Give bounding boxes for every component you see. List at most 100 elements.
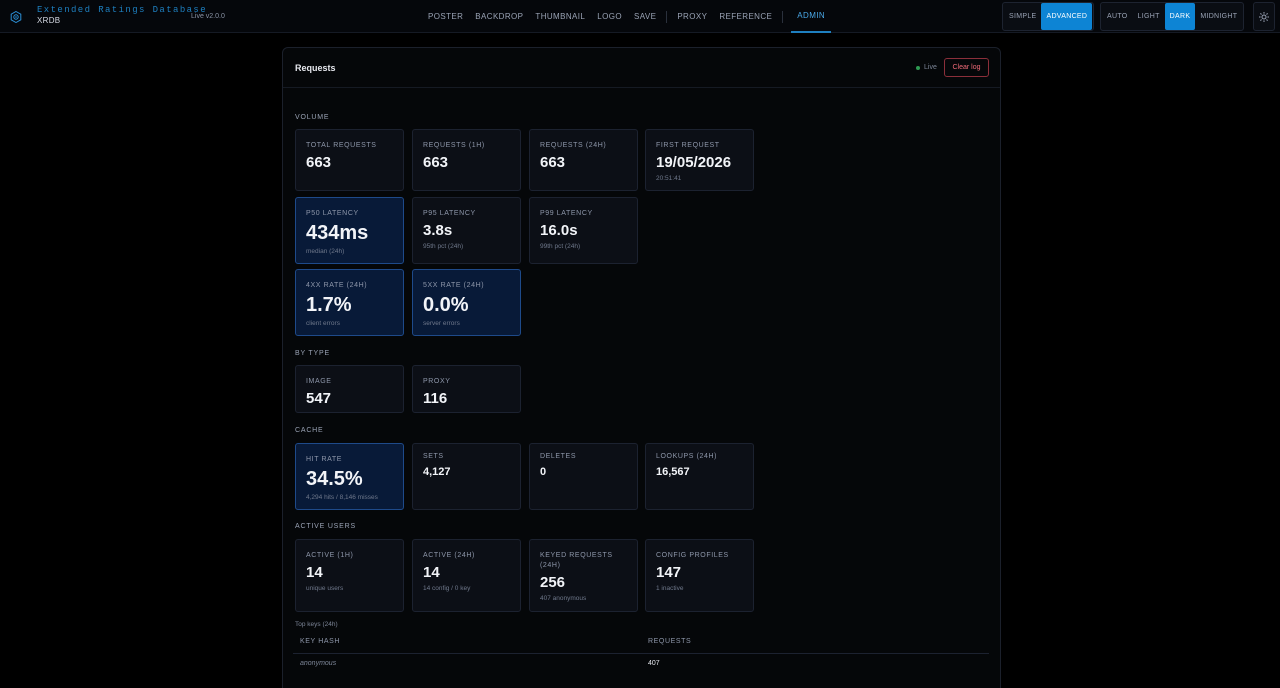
theme-auto-button[interactable]: AUTO: [1107, 13, 1128, 20]
stat-label: CONFIG PROFILES: [656, 552, 729, 559]
stat-sub: median (24h): [306, 248, 345, 255]
stat-card-first-request: FIRST REQUEST 19/05/2026 20:51:41: [645, 129, 754, 191]
stat-card-p99-latency: P99 LATENCY 16.0s 99th pct (24h): [529, 197, 638, 264]
stat-card-4xx-rate: 4XX RATE (24H) 1.7% client errors: [295, 269, 404, 336]
panel-header: Requests Live Clear log: [283, 48, 1000, 88]
stat-value: 3.8s: [423, 222, 453, 239]
stat-label: P50 LATENCY: [306, 210, 359, 217]
stat-value: 16.0s: [540, 222, 578, 239]
stat-card-hit-rate: HIT RATE 34.5% 4,294 hits / 8,146 misses: [295, 443, 404, 510]
section-active-users: ACTIVE USERS: [295, 523, 356, 530]
panel-title: Requests: [295, 63, 336, 73]
nav-save[interactable]: SAVE: [633, 12, 657, 21]
stat-label: 4XX RATE (24H): [306, 282, 368, 289]
stat-label: ACTIVE (24H): [423, 552, 475, 559]
theme-light-button[interactable]: LIGHT: [1137, 13, 1160, 20]
stat-card-requests-24h: REQUESTS (24H) 663: [529, 129, 638, 191]
mode-advanced-button[interactable]: ADVANCED: [1041, 3, 1093, 30]
stat-label: ACTIVE (1H): [306, 552, 354, 559]
stat-card-lookups: LOOKUPS (24H) 16,567: [645, 443, 754, 510]
section-by-type: BY TYPE: [295, 350, 330, 357]
live-status-icon: [916, 66, 920, 70]
top-keys-label: Top keys (24h): [295, 621, 338, 628]
nav-poster[interactable]: POSTER: [428, 12, 464, 21]
section-volume: VOLUME: [295, 114, 330, 121]
stat-sub: 20:51:41: [656, 175, 682, 182]
stat-card-proxy: PROXY 116: [412, 365, 521, 413]
stat-value: 16,567: [656, 466, 690, 478]
brand-short-name[interactable]: XRDB: [37, 16, 61, 25]
stat-value: 663: [306, 154, 332, 171]
nav-divider: [666, 10, 668, 23]
stat-label: FIRST REQUEST: [656, 142, 720, 149]
stat-sub: 1 inactive: [656, 585, 684, 592]
stat-value: 663: [423, 154, 449, 171]
xrdb-logo-icon[interactable]: [10, 11, 22, 23]
brand-full-name: Extended Ratings Database: [37, 5, 208, 15]
table-header-divider: [293, 653, 989, 654]
live-label: Live: [924, 64, 937, 71]
stat-label: P99 LATENCY: [540, 210, 593, 217]
stat-card-image: IMAGE 547: [295, 365, 404, 413]
table-header-requests[interactable]: REQUESTS: [648, 638, 692, 645]
stat-sub: 99th pct (24h): [540, 243, 581, 250]
stat-sub: 407 anonymous: [540, 595, 587, 602]
stat-label: REQUESTS (24H): [540, 142, 607, 149]
stat-value: 547: [306, 390, 332, 407]
stat-sub: 95th pct (24h): [423, 243, 464, 250]
stat-card-p50-latency: P50 LATENCY 434ms median (24h): [295, 197, 404, 264]
table-cell-key-hash: anonymous: [300, 660, 337, 667]
theme-midnight-button[interactable]: MIDNIGHT: [1200, 13, 1238, 20]
main-nav: POSTER BACKDROP THUMBNAIL LOGO SAVE PROX…: [422, 0, 832, 33]
theme-toggle: AUTO LIGHT DARK MIDNIGHT: [1100, 2, 1245, 31]
stat-label: SETS: [423, 453, 444, 460]
stat-card-config-profiles: CONFIG PROFILES 147 1 inactive: [645, 539, 754, 612]
nav-thumbnail[interactable]: THUMBNAIL: [535, 12, 586, 21]
stat-label: 5XX RATE (24H): [423, 282, 485, 289]
top-bar: Extended Ratings Database XRDB Live v2.0…: [0, 0, 1280, 33]
stat-card-p95-latency: P95 LATENCY 3.8s 95th pct (24h): [412, 197, 521, 264]
stat-sub: client errors: [306, 320, 340, 327]
nav-divider: [782, 10, 784, 23]
mode-toggle: SIMPLE ADVANCED: [1002, 2, 1095, 31]
stat-card-active-1h: ACTIVE (1H) 14 unique users: [295, 539, 404, 612]
stat-label: PROXY: [423, 378, 451, 385]
stat-value: 4,127: [423, 466, 451, 478]
stat-label: IMAGE: [306, 378, 332, 385]
stat-card-requests-1h: REQUESTS (1H) 663: [412, 129, 521, 191]
nav-backdrop[interactable]: BACKDROP: [475, 12, 524, 21]
stat-value: 0.0%: [423, 294, 469, 316]
stat-label: REQUESTS (1H): [423, 142, 485, 149]
stat-label: LOOKUPS (24H): [656, 453, 718, 460]
stat-value: 434ms: [306, 222, 369, 244]
stat-label: DELETES: [540, 453, 577, 460]
nav-admin[interactable]: ADMIN: [791, 0, 832, 33]
stat-card-total-requests: TOTAL REQUESTS 663: [295, 129, 404, 191]
settings-button[interactable]: [1253, 2, 1275, 31]
stat-value: 663: [540, 154, 566, 171]
stat-value: 14: [306, 564, 323, 581]
stat-sub: 14 config / 0 key: [423, 585, 471, 592]
stat-card-keyed-requests: KEYED REQUESTS (24H) 256 407 anonymous: [529, 539, 638, 612]
table-header-key-hash[interactable]: KEY HASH: [300, 638, 341, 645]
section-cache: CACHE: [295, 427, 324, 434]
stat-label: P95 LATENCY: [423, 210, 476, 217]
theme-dark-button[interactable]: DARK: [1164, 3, 1196, 30]
clear-log-button[interactable]: Clear log: [944, 58, 989, 77]
sun-icon: [1259, 11, 1269, 22]
mode-simple-button[interactable]: SIMPLE: [1009, 13, 1037, 20]
stat-card-5xx-rate: 5XX RATE (24H) 0.0% server errors: [412, 269, 521, 336]
nav-reference[interactable]: REFERENCE: [719, 12, 773, 21]
stat-card-deletes: DELETES 0: [529, 443, 638, 510]
stat-value: 34.5%: [306, 468, 363, 490]
nav-proxy[interactable]: PROXY: [677, 12, 708, 21]
stat-value: 1.7%: [306, 294, 352, 316]
stat-value: 147: [656, 564, 682, 581]
nav-logo[interactable]: LOGO: [597, 12, 622, 21]
stat-value: 19/05/2026: [656, 154, 732, 171]
version-label: Live v2.0.0: [191, 13, 225, 20]
stat-value: 116: [423, 390, 448, 407]
stat-sub: server errors: [423, 320, 460, 327]
table-cell-requests: 407: [648, 660, 660, 667]
stat-card-sets: SETS 4,127: [412, 443, 521, 510]
